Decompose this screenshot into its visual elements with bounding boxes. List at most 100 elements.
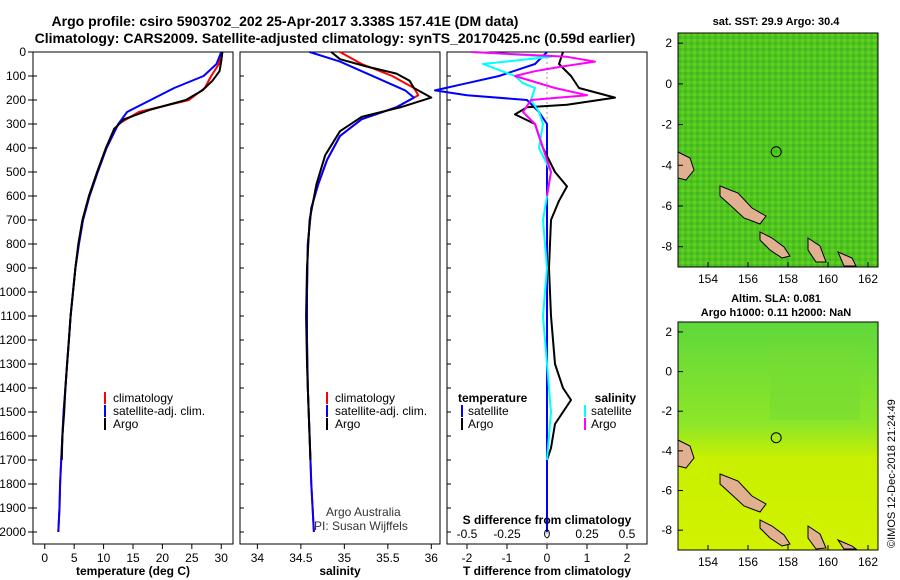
map-x-tick-label: 162 [858,555,878,569]
legend-heading-temperature: temperature [458,391,528,405]
salinity-plot-frame [239,51,441,545]
landmass-choiseul [719,185,767,225]
depth-tick-label: 900 [6,261,26,275]
series-salinity-satellite [474,51,552,461]
legend-label-satellite: satellite-adj. clim. [335,404,427,418]
map-y-tick-label: -2 [661,404,672,418]
map-x-tick-label: 158 [778,555,798,569]
landmass-east [837,251,857,267]
temperature-panel: 0 5 10 15 20 25 30 temperature (deg C) climato… [32,51,234,578]
x-tick-label: 36 [425,551,439,565]
depth-tick-label: 1600 [0,429,26,443]
map-x-tick-label: 156 [738,555,758,569]
depth-tick-label: 500 [6,165,26,179]
top-x-tick-label: 0 [544,527,551,541]
salinity-x-label: salinity [319,564,361,578]
legend-label-climatology: climatology [335,391,395,405]
map-y-tick-label: -8 [661,240,672,254]
x-tick-label: 0 [544,551,551,565]
annotation-argo-australia: Argo Australia [326,505,401,519]
legend-label-temp-argo: Argo [468,417,494,431]
sla-map-patch [770,350,860,420]
map-y-tick-label: 0 [665,365,672,379]
map-x-tick-label: 160 [818,272,838,286]
figure-title-line1: Argo profile: csiro 5903702_202 25-Apr-2… [52,13,519,29]
legend-label-temp-satellite: satellite [468,404,509,418]
map-y-tick-label: 0 [665,77,672,91]
landmass-east [836,538,858,550]
x-tick-label: 2 [624,551,631,565]
depth-tick-label: 1900 [0,501,26,515]
top-x-tick-label: 0.5 [619,527,636,541]
map-y-tick-label: 2 [665,325,672,339]
difference-panel: -2 -1 0 1 2 -0.5 -0.25 0 0.25 0.5 S difference fr… [434,51,648,578]
x-tick-label: 15 [126,551,140,565]
map-x-tick-label: 158 [778,272,798,286]
x-tick-label: 5 [71,551,78,565]
depth-tick-label: 400 [6,141,26,155]
map-y-tick-label: 2 [665,36,672,50]
salinity-panel: 34 34.5 35 35.5 36 salinity climatology sate… [239,51,441,578]
difference-x-label: T difference from climatology [463,564,631,578]
x-tick-label: 34.5 [289,551,313,565]
series-argo [305,51,433,461]
map-x-tick-label: 154 [698,272,718,286]
x-tick-label: 34 [251,551,265,565]
top-x-tick-label: -0.5 [457,527,478,541]
temperature-plot-frame [32,51,234,545]
depth-tick-label: 1200 [0,333,26,347]
depth-tick-label: 1800 [0,477,26,491]
legend-label-argo: Argo [113,417,139,431]
legend-label-sal-satellite: satellite [591,404,632,418]
depth-tick-label: 1000 [0,285,26,299]
depth-tick-label: 1700 [0,453,26,467]
sst-map-field [678,33,878,267]
x-tick-label: 35.5 [376,551,400,565]
argo-location-marker [770,146,782,158]
map-frame [677,321,879,551]
sst-map-title: sat. SST: 29.9 Argo: 30.4 [713,16,841,28]
imos-credit: ©IMOS 12-Dec-2018 21:24:49 [886,399,898,548]
sla-map-coastline [677,439,858,550]
sst-map: sat. SST: 29.9 Argo: 30.4 154 156 158 160 16… [661,16,879,286]
map-frame [677,32,879,268]
figure-title-line2: Climatology: CARS2009. Satellite-adjuste… [35,30,636,46]
series-temperature-satellite [434,51,548,532]
top-x-tick-label: -0.25 [493,527,521,541]
map-x-tick-label: 156 [738,272,758,286]
series-temperature-argo [514,51,616,461]
series-argo [60,51,224,461]
x-tick-label: -1 [502,551,513,565]
depth-tick-label: 300 [6,117,26,131]
x-tick-label: 25 [185,551,199,565]
temperature-legend: climatology satellite-adj. clim. Argo [104,391,205,431]
argo-location-marker [770,432,782,444]
map-x-tick-label: 160 [818,555,838,569]
landmass-choiseul [719,473,767,513]
sla-map-title: Altim. SLA: 0.081 [731,293,821,305]
map-y-tick-label: -6 [661,199,672,213]
sla-map: Altim. SLA: 0.081 Argo h1000: 0.11 h2000… [661,293,879,569]
difference-top-x-label: S difference from climatology [463,513,632,527]
legend-heading-salinity: salinity [595,391,637,405]
map-x-tick-label: 154 [698,555,718,569]
depth-tick-label: 800 [6,237,26,251]
top-x-tick-label: 0.25 [575,527,599,541]
depth-tick-label: 0 [19,45,26,59]
sst-map-coastline [677,151,857,267]
map-y-tick-label: -4 [661,158,672,172]
x-tick-label: -2 [462,551,473,565]
landmass-malaita [807,237,827,263]
x-tick-label: 10 [97,551,111,565]
x-tick-label: 0 [41,551,48,565]
map-y-tick-label: -2 [661,118,672,132]
landmass-isabel [759,231,791,259]
x-tick-label: 30 [215,551,229,565]
legend-label-satellite: satellite-adj. clim. [113,404,205,418]
sla-map-subtitle: Argo h1000: 0.11 h2000: NaN [701,307,851,319]
depth-axis: 0 100 200 300 400 500 600 700 800 900 1000 1100 1200… [0,45,33,539]
depth-tick-label: 2000 [0,525,26,539]
annotation-pi: PI: Susan Wijffels [314,519,408,533]
salinity-legend: climatology satellite-adj. clim. Argo [326,391,427,431]
